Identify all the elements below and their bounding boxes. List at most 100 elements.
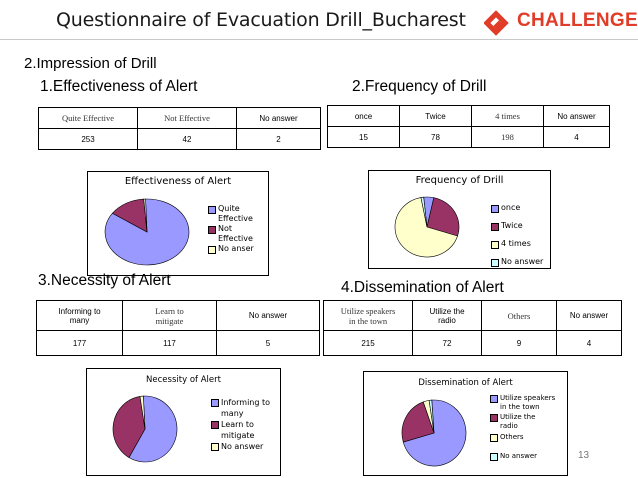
legend-item: Utilize the radio [490, 413, 555, 431]
frequency-pie [394, 196, 460, 258]
legend-swatch [208, 246, 216, 254]
frequency-chart: Frequency of Drill once Twice 4 times No… [368, 170, 551, 269]
necessity-table: Informing to many Learn to mitigate No ans… [36, 300, 320, 356]
pie-slice-utilize-the-radio [401, 401, 435, 443]
table-header: Utilize the radio [412, 300, 482, 331]
legend-swatch [208, 206, 216, 214]
legend-label: once [501, 203, 521, 212]
table-header: No answer [543, 105, 610, 127]
legend-item: Quite Effective [208, 204, 254, 224]
table-cell: 42 [137, 128, 237, 150]
legend-item: Learn to mitigate [211, 419, 270, 441]
table-cell: 72 [412, 330, 482, 356]
legend-item: No answer [211, 441, 270, 452]
legend-swatch [490, 395, 498, 403]
table-header: No answer [236, 107, 321, 129]
legend-label: No anser [218, 244, 254, 253]
pie-slice-no-answer [139, 395, 146, 430]
pie-slice-learn-to-mitigate [112, 396, 146, 458]
legend-item: Not Effective [208, 224, 254, 244]
legend-label: Utilize the [500, 413, 536, 421]
table-header: 4 times [471, 105, 544, 127]
pie-slice-no-anser [143, 198, 148, 233]
legend-swatch [491, 223, 499, 231]
chart-title: Effectiveness of Alert [124, 176, 232, 187]
table-cell: 4 [543, 126, 610, 148]
chart-legend: Quite Effective Not Effective No anser [208, 204, 254, 254]
legend-label: Twice [501, 221, 523, 230]
legend-swatch [490, 434, 498, 442]
chart-title: Frequency of Drill [415, 175, 504, 186]
legend-swatch [490, 414, 498, 422]
table-header: Learn to mitigate [122, 300, 217, 331]
legend-item: Others [490, 433, 555, 442]
table-header: Not Effective [137, 107, 237, 129]
frequency-table: once Twice 4 times No answer 15 78 198 4 [327, 105, 610, 148]
legend-label: 4 times [501, 239, 531, 248]
dissemination-table: Utilize speakers in the town Utilize the r… [323, 300, 622, 356]
table-cell: 177 [36, 330, 123, 356]
pie-slice-utilize-speakers-in-the-town [402, 399, 467, 467]
legend-swatch [491, 205, 499, 213]
legend-label: No answer [221, 442, 264, 451]
legend-swatch [491, 241, 499, 249]
legend-swatch [211, 443, 219, 451]
chart-legend: Utilize speakers in the town Utilize the r… [490, 394, 555, 461]
legend-label: No answer [501, 257, 544, 266]
legend-swatch [208, 226, 216, 234]
table-cell: 2 [236, 128, 321, 150]
table-cell: 15 [327, 126, 400, 148]
necessity-chart: Necessity of Alert Informing to many Lear… [86, 368, 281, 476]
logo-text: CHALLENGE [517, 10, 638, 31]
table-header: No answer [556, 300, 622, 331]
pie-slice-4-times [394, 197, 458, 258]
table-cell: 198 [471, 126, 544, 148]
table-header: once [327, 105, 400, 127]
legend-label: mitigate [221, 431, 255, 440]
legend-item: once [491, 199, 543, 217]
table-header: No answer [216, 300, 320, 331]
legend-label: Utilize speakers [500, 394, 556, 402]
table-cell: 253 [38, 128, 138, 150]
legend-label: many [221, 409, 244, 418]
dissemination-heading: 4.Dissemination of Alert [341, 279, 504, 296]
page-number: 13 [578, 450, 590, 461]
legend-item: Utilize speakers in the town [490, 394, 555, 412]
legend-label: Effective [218, 214, 253, 223]
title-divider [0, 39, 638, 40]
alert-pie [104, 198, 190, 266]
legend-swatch [211, 399, 219, 407]
legend-label: No answer [500, 452, 538, 460]
table-header: Twice [399, 105, 472, 127]
necessity-heading: 3.Necessity of Alert [38, 272, 171, 289]
table-cell: 78 [399, 126, 472, 148]
necessity-pie [112, 395, 178, 463]
chart-legend: Informing to many Learn to mitigate No ans… [211, 397, 270, 452]
alert-table: Quite Effective Not Effective No answer … [38, 107, 321, 150]
legend-label: Informing to [221, 398, 271, 407]
legend-swatch [211, 421, 219, 429]
pie-slices [104, 198, 190, 266]
table-header: Others [481, 300, 557, 331]
pie-slices [401, 399, 467, 467]
pie-slice-no-answer [428, 399, 435, 434]
legend-item: No answer [490, 452, 555, 461]
dissemination-chart: Dissemination of Alert Utilize speakers i… [363, 371, 568, 476]
logo-mark-icon [484, 10, 509, 36]
legend-label: Learn to [221, 420, 254, 429]
pie-slices [394, 196, 460, 258]
legend-item: Informing to many [211, 397, 270, 419]
legend-swatch [491, 259, 499, 267]
legend-label: radio [500, 422, 518, 430]
legend-label: Quite [218, 204, 240, 213]
frequency-heading: 2.Frequency of Drill [352, 78, 487, 95]
legend-item: No anser [208, 244, 254, 254]
table-cell: 215 [323, 330, 413, 356]
legend-item: Twice [491, 217, 543, 235]
pie-slice-informing-to-many [128, 395, 178, 463]
page-title: Questionnaire of Evacuation Drill_Buchar… [56, 9, 466, 31]
alert-heading: 1.Effectiveness of Alert [40, 78, 198, 95]
chart-title: Dissemination of Alert [418, 378, 513, 388]
pie-slice-no-answer [420, 196, 428, 228]
legend-label: in the town [500, 403, 540, 411]
